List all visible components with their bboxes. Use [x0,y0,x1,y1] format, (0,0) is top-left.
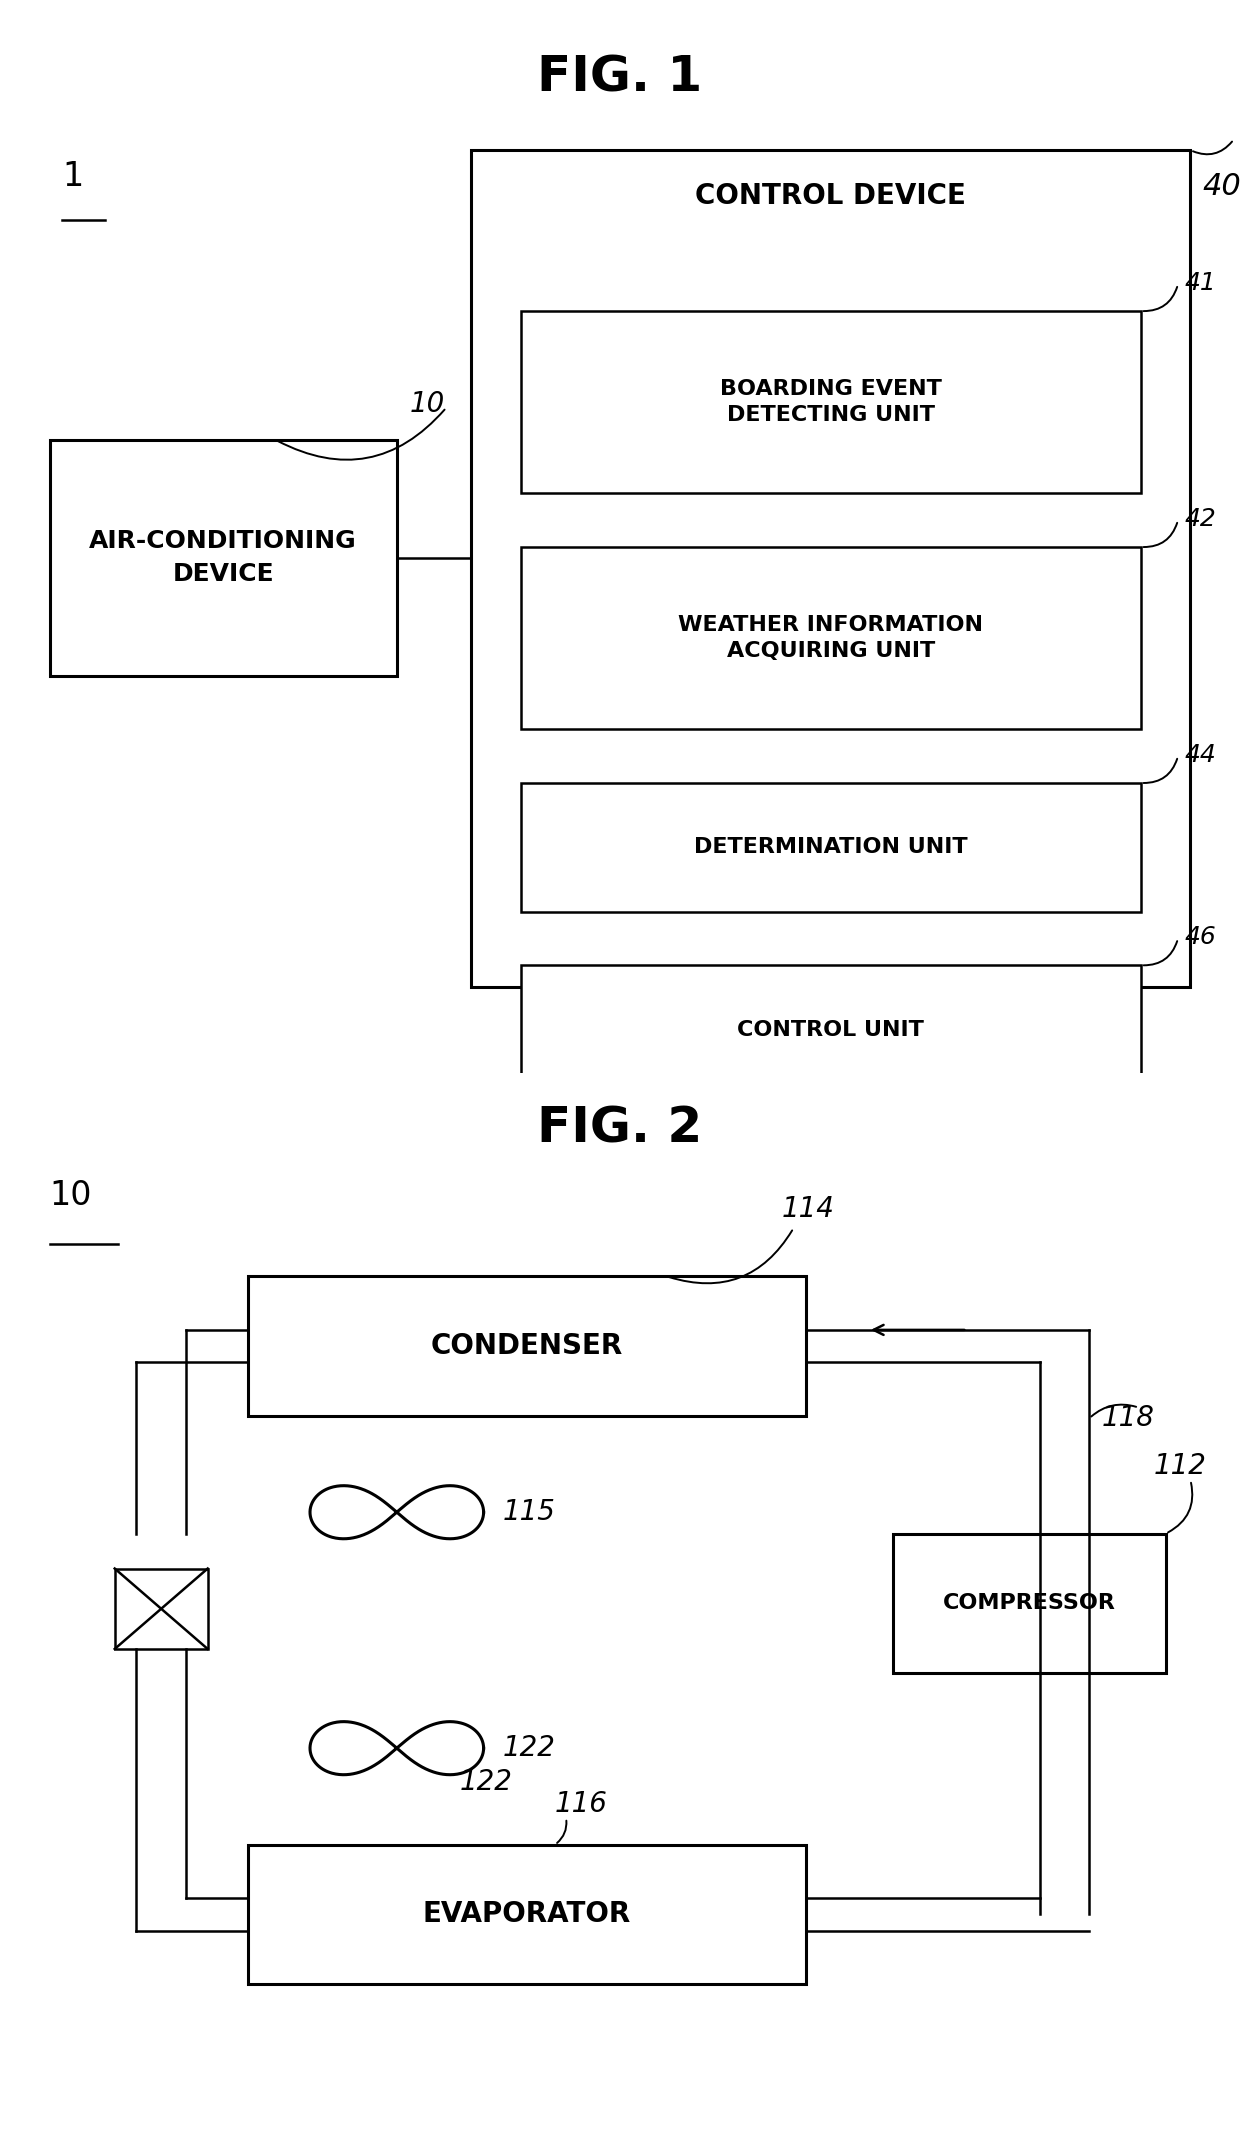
Text: 114: 114 [781,1195,835,1223]
Bar [248,1276,806,1416]
Text: 10: 10 [409,390,444,418]
Text: 42: 42 [1184,506,1216,532]
Bar [50,440,397,676]
Bar [521,965,1141,1094]
Text: 115: 115 [502,1497,556,1527]
Text: FIG. 1: FIG. 1 [537,54,703,101]
Text: FIG. 2: FIG. 2 [537,1105,703,1152]
Text: 118: 118 [1101,1405,1154,1433]
Text: 41: 41 [1184,270,1216,294]
Text: 122: 122 [502,1733,556,1763]
Text: COMPRESSOR: COMPRESSOR [942,1594,1116,1613]
Text: 116: 116 [556,1789,608,1819]
Text: 46: 46 [1184,924,1216,948]
Text: 10: 10 [50,1180,92,1212]
Text: 1: 1 [62,161,83,193]
Text: CONTROL UNIT: CONTROL UNIT [738,1019,924,1040]
Bar [114,1568,207,1650]
Text: BOARDING EVENT
DETECTING UNIT: BOARDING EVENT DETECTING UNIT [720,380,941,425]
Text: AIR-CONDITIONING
DEVICE: AIR-CONDITIONING DEVICE [89,530,357,586]
Bar [521,783,1141,912]
Bar [521,311,1141,493]
Text: 112: 112 [1153,1452,1207,1480]
Text: EVAPORATOR: EVAPORATOR [423,1900,631,1928]
Text: 40: 40 [1203,172,1240,202]
Bar [521,547,1141,729]
Text: WEATHER INFORMATION
ACQUIRING UNIT: WEATHER INFORMATION ACQUIRING UNIT [678,616,983,661]
Text: 122: 122 [460,1767,513,1798]
Bar [893,1534,1166,1673]
Bar [471,150,1190,987]
Text: CONTROL DEVICE: CONTROL DEVICE [696,182,966,210]
Bar [248,1845,806,1984]
Text: 44: 44 [1184,742,1216,768]
Text: DETERMINATION UNIT: DETERMINATION UNIT [694,837,967,858]
Text: CONDENSER: CONDENSER [430,1332,624,1360]
